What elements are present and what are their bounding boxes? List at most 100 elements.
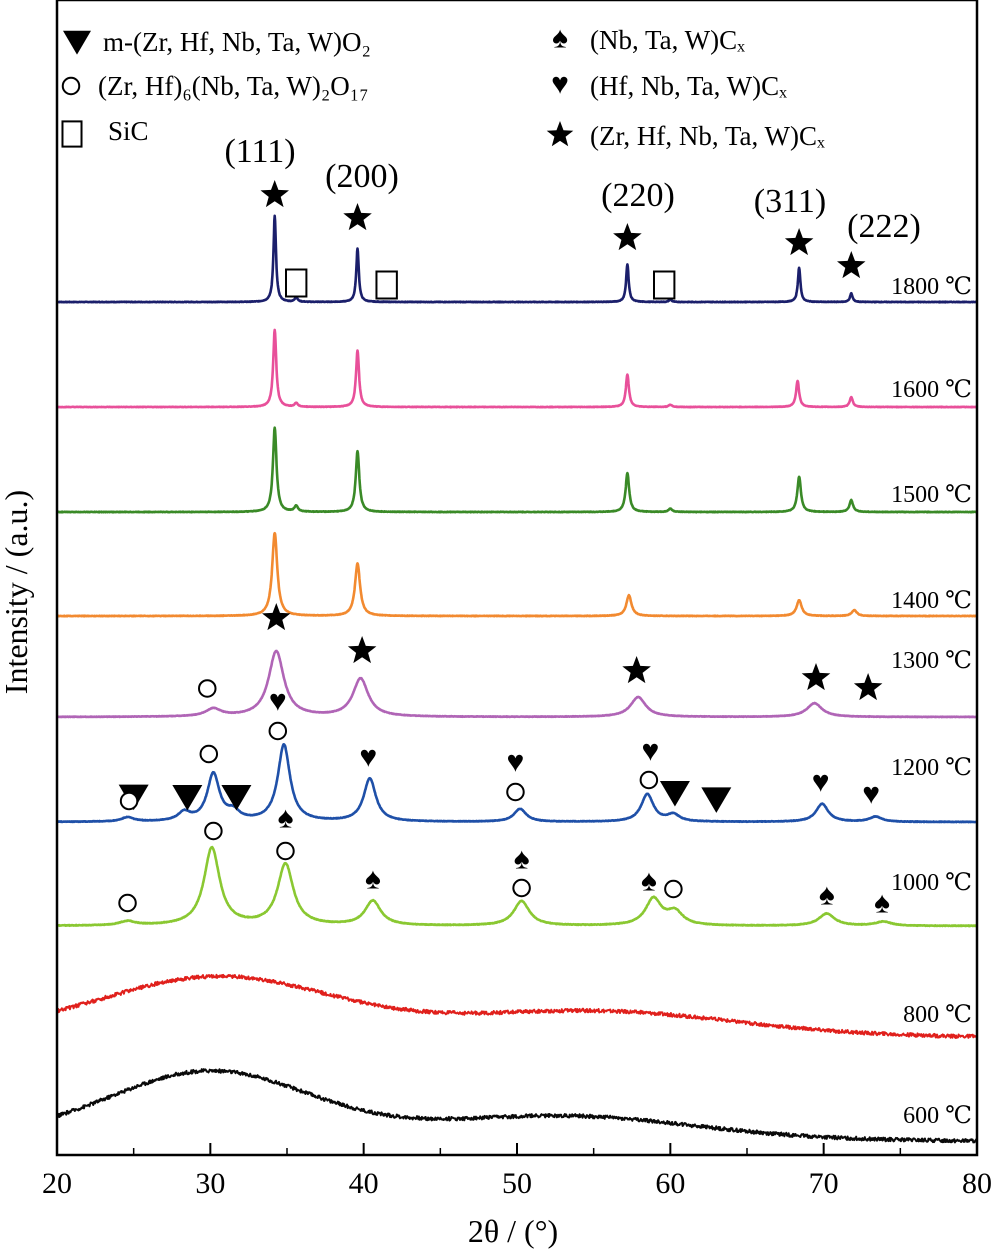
hkl-label: (220)	[601, 177, 675, 214]
series-label: 1200 ℃	[891, 755, 972, 781]
heart-marker: ♥	[812, 765, 830, 798]
square-marker	[61, 120, 83, 148]
triangle-marker	[172, 785, 203, 811]
heart-marker: ♥	[269, 684, 287, 717]
phase-markers: ♥ ♥ ♥ ♥ ♥ ♥ ♠ ♠ ♠ ♠ ♠ ♠ (111) (200) (220) (311) (222)	[118, 133, 921, 919]
series-1000: 1000 ℃	[56, 845, 978, 928]
square-marker	[285, 268, 308, 298]
plot-frame	[55, 0, 979, 1157]
circle-marker	[664, 879, 683, 899]
triangle-marker	[63, 30, 91, 55]
x-axis-title: 2θ / (°)	[468, 1213, 558, 1249]
series-label: 1000 ℃	[891, 870, 972, 896]
series-line	[56, 743, 978, 824]
spade-marker: ♠	[514, 842, 530, 875]
series-1400: 1400 ℃	[56, 531, 978, 618]
circle-marker	[119, 791, 139, 811]
series-label: 600 ℃	[903, 1103, 972, 1129]
star-marker	[622, 656, 651, 684]
series-label: 1500 ℃	[891, 482, 972, 508]
star-marker	[546, 121, 574, 147]
heart-marker: ♥	[507, 745, 525, 778]
legend-label: (Zr, Hf)₆(Nb, Ta, W)₂O₁₇	[98, 71, 369, 101]
x-tick-label: 40	[349, 1167, 379, 1200]
square-marker	[375, 270, 398, 300]
legend-item: (Zr, Hf, Nb, Ta, W)Cₓ	[546, 121, 825, 151]
spade-marker: ♠	[819, 878, 835, 911]
circle-marker	[276, 841, 295, 861]
triangle-marker	[701, 787, 732, 813]
x-ticks: 20 30 40 50 60 70 80	[42, 1143, 992, 1200]
hkl-label: (200)	[325, 158, 399, 195]
circle-marker	[268, 721, 288, 741]
triangle-marker	[659, 781, 690, 807]
series-line	[56, 531, 978, 618]
spade-marker: ♠	[874, 886, 890, 919]
series-line	[56, 426, 978, 514]
legend-item: (Zr, Hf)₆(Nb, Ta, W)₂O₁₇	[61, 71, 369, 101]
series-1600: 1600 ℃	[56, 328, 978, 409]
spade-marker: ♠	[365, 862, 381, 895]
legend: m-(Zr, Hf, Nb, Ta, W)O₂ (Zr, Hf)₆(Nb, Ta,…	[61, 22, 825, 151]
spade-marker: ♠	[641, 864, 657, 897]
series-label: 800 ℃	[903, 1002, 972, 1028]
x-tick-label: 80	[962, 1167, 992, 1200]
legend-item: m-(Zr, Hf, Nb, Ta, W)O₂	[63, 27, 371, 57]
series-label: 1400 ℃	[891, 588, 972, 614]
star-marker	[801, 663, 831, 691]
series-line	[56, 1068, 978, 1144]
legend-item: SiC	[61, 116, 149, 148]
series-label: 1300 ℃	[891, 648, 972, 674]
circle-marker	[61, 76, 81, 96]
series-1800: 1800 ℃	[56, 214, 978, 304]
legend-item: ♠ (Nb, Ta, W)Cₓ	[552, 22, 745, 55]
circle-marker	[204, 821, 223, 841]
y-axis-title: Intensity / (a.u.)	[0, 490, 34, 694]
hkl-label: (111)	[224, 133, 295, 170]
series-line	[56, 214, 978, 304]
heart-marker: ♥	[359, 740, 377, 773]
circle-marker	[118, 893, 137, 913]
series-1500: 1500 ℃	[56, 426, 978, 514]
heart-marker: ♥	[862, 777, 880, 810]
spade-marker: ♠	[277, 801, 293, 834]
circle-marker	[512, 878, 531, 898]
star-marker	[784, 228, 814, 256]
legend-item: ♥ (Hf, Nb, Ta, W)Cₓ	[551, 68, 787, 101]
legend-label: (Zr, Hf, Nb, Ta, W)Cₓ	[590, 121, 825, 151]
series-line	[56, 328, 978, 409]
x-tick-label: 30	[195, 1167, 225, 1200]
triangle-marker	[221, 785, 252, 811]
spade-marker: ♠	[552, 22, 568, 55]
diffraction-curves: 1800 ℃ 1600 ℃ 1500 ℃ 1400 ℃ 1300 ℃ 1200 ℃ 1000…	[56, 214, 978, 1144]
series-1200: 1200 ℃	[56, 743, 978, 824]
series-600: 600 ℃	[56, 1068, 978, 1144]
axes	[55, 0, 979, 1157]
x-tick-label: 70	[809, 1167, 839, 1200]
series-line	[56, 973, 978, 1039]
circle-marker	[198, 679, 217, 698]
star-marker	[262, 603, 291, 631]
legend-label: SiC	[108, 116, 149, 146]
hkl-label: (222)	[847, 208, 921, 245]
x-tick-label: 60	[655, 1167, 685, 1200]
star-marker	[837, 251, 866, 279]
circle-marker	[639, 770, 659, 790]
hkl-label: (311)	[754, 183, 826, 220]
series-label: 1600 ℃	[891, 377, 972, 403]
star-marker	[260, 180, 289, 208]
star-marker	[853, 673, 883, 701]
series-1300: 1300 ℃	[56, 648, 978, 719]
circle-marker	[199, 744, 219, 764]
legend-label: (Nb, Ta, W)Cₓ	[590, 25, 745, 55]
square-marker	[653, 270, 676, 300]
x-tick-label: 20	[42, 1167, 72, 1200]
star-marker	[347, 636, 377, 664]
heart-marker: ♥	[551, 68, 569, 101]
series-label: 1800 ℃	[891, 274, 972, 300]
circle-marker	[506, 782, 525, 802]
series-line	[56, 845, 978, 928]
heart-marker: ♥	[641, 734, 659, 767]
x-tick-label: 50	[502, 1167, 532, 1200]
